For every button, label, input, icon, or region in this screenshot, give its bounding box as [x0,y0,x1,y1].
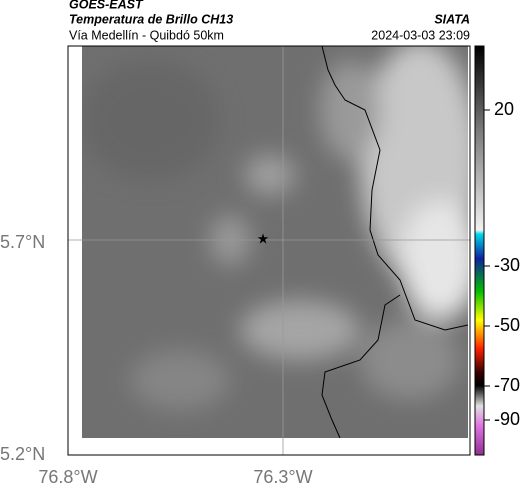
satellite-image [82,46,468,438]
colorbar-tick-label: 20 [494,99,514,119]
timestamp: 2024-03-03 23:09 [371,28,470,42]
region: Vía Medellín - Quibdó 50km [69,28,224,42]
lon-tick-label: 76.8°W [38,467,97,487]
lat-tick-label: 5.7°N [0,232,45,252]
lat-tick-label: 5.2°N [0,444,45,464]
location-marker: ★ [257,231,270,247]
satellite: GOES-EAST [69,0,144,11]
colorbar-tick-label: -90 [494,409,520,429]
colorbar-tick-label: -50 [494,315,520,335]
colorbar-tick-label: -30 [494,255,520,275]
map-frame [67,45,471,456]
source: SIATA [434,12,470,26]
colorbar-ticks: 20 -30 -50 -70 -90 [484,99,520,429]
colorbar-tick-label: -70 [494,375,520,395]
product: Temperatura de Brillo CH13 [69,12,233,26]
colorbar [474,45,485,456]
lon-tick-label: 76.3°W [253,467,312,487]
